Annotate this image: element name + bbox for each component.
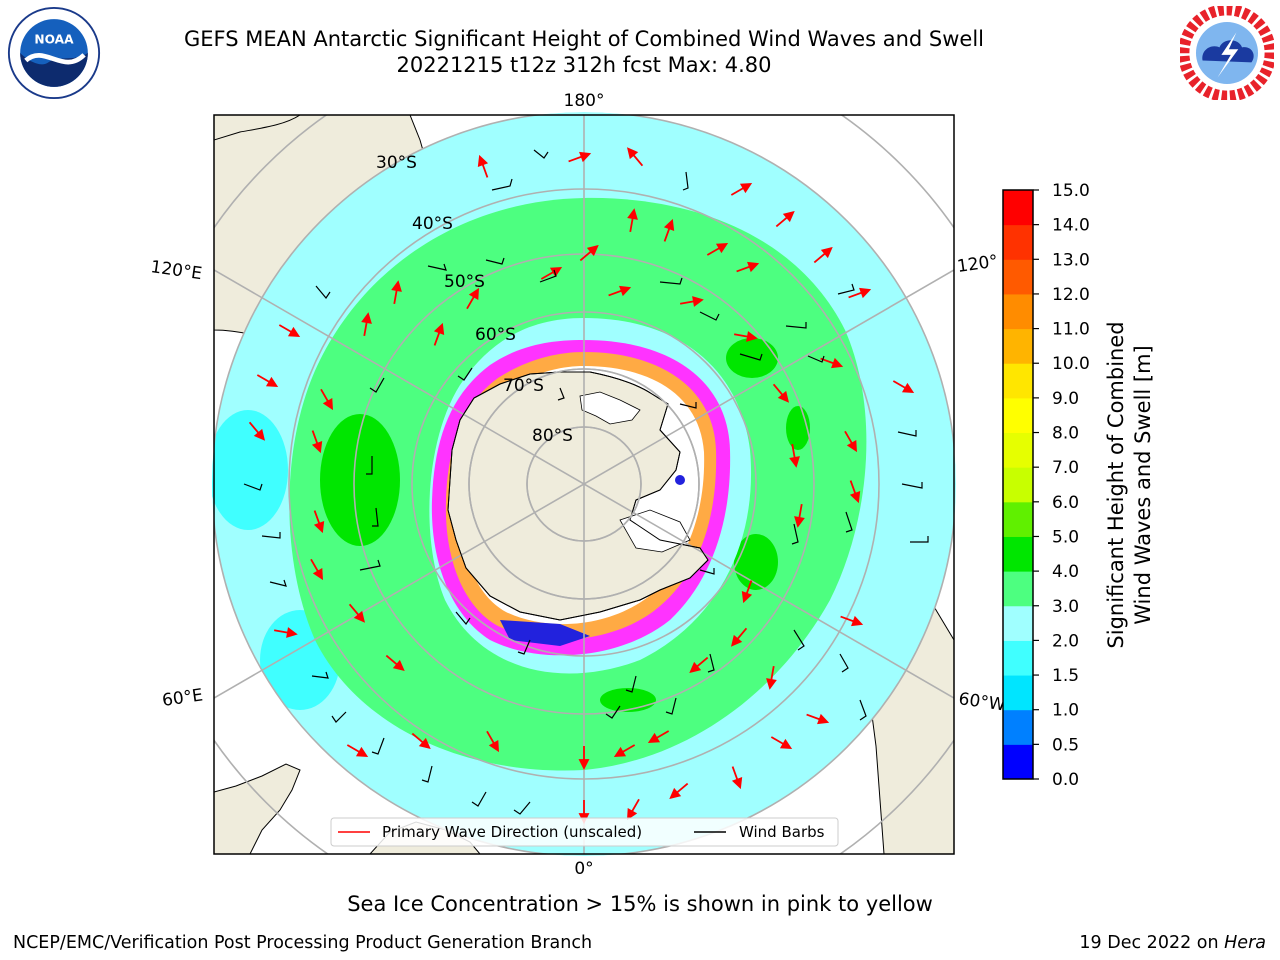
colorbar-swatch bbox=[1003, 571, 1033, 607]
colorbar-swatch bbox=[1003, 432, 1033, 468]
colorbar-tick-label: 10.0 bbox=[1052, 354, 1090, 374]
legend-wind-label: Wind Barbs bbox=[739, 823, 825, 841]
legend-wave-label: Primary Wave Direction (unscaled) bbox=[382, 823, 642, 841]
lon-label-60e: 60°E bbox=[161, 685, 204, 710]
colorbar-tick-label: 3.0 bbox=[1052, 597, 1079, 617]
colorbar-swatch bbox=[1003, 190, 1033, 226]
colorbar-tick-label: 0.5 bbox=[1052, 735, 1079, 755]
lon-label-120e: 120°E bbox=[149, 257, 203, 284]
colorbar-swatch bbox=[1003, 675, 1033, 711]
lon-label-180: 180° bbox=[564, 91, 605, 111]
noaa-logo-text: NOAA bbox=[34, 33, 74, 47]
colorbar-tick-label: 1.0 bbox=[1052, 701, 1079, 721]
colorbar-swatch bbox=[1003, 224, 1033, 260]
colorbar-swatch bbox=[1003, 709, 1033, 745]
colorbar-swatch bbox=[1003, 536, 1033, 572]
generation-date: 19 Dec 2022 on Hera bbox=[1079, 933, 1266, 953]
lat-label-40s: 40°S bbox=[412, 214, 453, 234]
map-frame bbox=[213, 114, 955, 855]
colorbar-swatch bbox=[1003, 293, 1033, 330]
sea-ice-note: Sea Ice Concentration > 15% is shown in … bbox=[347, 892, 933, 916]
wind-barbs bbox=[243, 149, 929, 815]
colorbar-label-line1: Significant Height of Combined bbox=[1104, 321, 1128, 648]
credit-text: NCEP/EMC/Verification Post Processing Pr… bbox=[13, 933, 593, 953]
lon-label-0: 0° bbox=[574, 859, 593, 879]
chart-title: GEFS MEAN Antarctic Significant Height o… bbox=[183, 27, 985, 51]
colorbar-swatch bbox=[1003, 328, 1033, 364]
colorbar-tick-label: 6.0 bbox=[1052, 493, 1079, 513]
lat-label-30s: 30°S bbox=[376, 153, 417, 173]
colorbar-tick-label: 1.5 bbox=[1052, 666, 1079, 686]
colorbar-swatch bbox=[1003, 363, 1033, 399]
lat-label-60s: 60°S bbox=[475, 325, 516, 345]
colorbar-tick-label: 15.0 bbox=[1052, 181, 1090, 201]
lat-label-70s: 70°S bbox=[503, 376, 544, 396]
colorbar-tick-label: 12.0 bbox=[1052, 285, 1090, 305]
colorbar-label-line2: Wind Waves and Swell [m] bbox=[1131, 345, 1155, 625]
colorbar-swatch bbox=[1003, 259, 1033, 295]
chart-subtitle: 20221215 t12z 312h fcst Max: 4.80 bbox=[396, 53, 772, 77]
colorbar-swatch bbox=[1003, 501, 1033, 537]
lon-label-60w: 60°W bbox=[957, 689, 1006, 715]
colorbar-swatch bbox=[1003, 640, 1033, 676]
colorbar-tick-label: 2.0 bbox=[1052, 631, 1079, 651]
colorbar-tick-label: 11.0 bbox=[1052, 320, 1090, 340]
nws-logo bbox=[1180, 6, 1274, 100]
map-legend: Primary Wave Direction (unscaled) Wind B… bbox=[330, 817, 839, 847]
colorbar-swatch bbox=[1003, 744, 1033, 780]
colorbar-tick-label: 5.0 bbox=[1052, 527, 1079, 547]
noaa-logo: NOAA bbox=[7, 6, 101, 100]
wave-height-4-5m-patch bbox=[320, 414, 400, 546]
colorbar-frame bbox=[1002, 189, 1034, 780]
colorbar: 0.0 0.5 1.0 1.5 2.0 3.0 4.0 5.0 6.0 7.0 8.0 9.0 10.0… bbox=[1002, 181, 1090, 790]
colorbar-tick-label: 7.0 bbox=[1052, 458, 1079, 478]
colorbar-swatch bbox=[1003, 467, 1033, 503]
lat-label-50s: 50°S bbox=[444, 272, 485, 292]
wave-direction-arrows bbox=[248, 147, 915, 825]
colorbar-tick-label: 14.0 bbox=[1052, 216, 1090, 236]
colorbar-tick-label: 13.0 bbox=[1052, 250, 1090, 270]
colorbar-tick-label: 4.0 bbox=[1052, 562, 1079, 582]
colorbar-swatch bbox=[1003, 605, 1033, 641]
lon-label-120w: 120° bbox=[956, 251, 999, 277]
colorbar-tick-label: 9.0 bbox=[1052, 389, 1079, 409]
host-name: Hera bbox=[1224, 933, 1266, 953]
colorbar-swatch bbox=[1003, 397, 1033, 434]
generation-date-text: 19 Dec 2022 on bbox=[1079, 933, 1225, 953]
colorbar-tick-label: 0.0 bbox=[1052, 770, 1079, 790]
wave-height-1.5-2m-patch bbox=[212, 410, 288, 530]
lat-label-80s: 80°S bbox=[532, 426, 573, 446]
colorbar-tick-label: 8.0 bbox=[1052, 424, 1079, 444]
